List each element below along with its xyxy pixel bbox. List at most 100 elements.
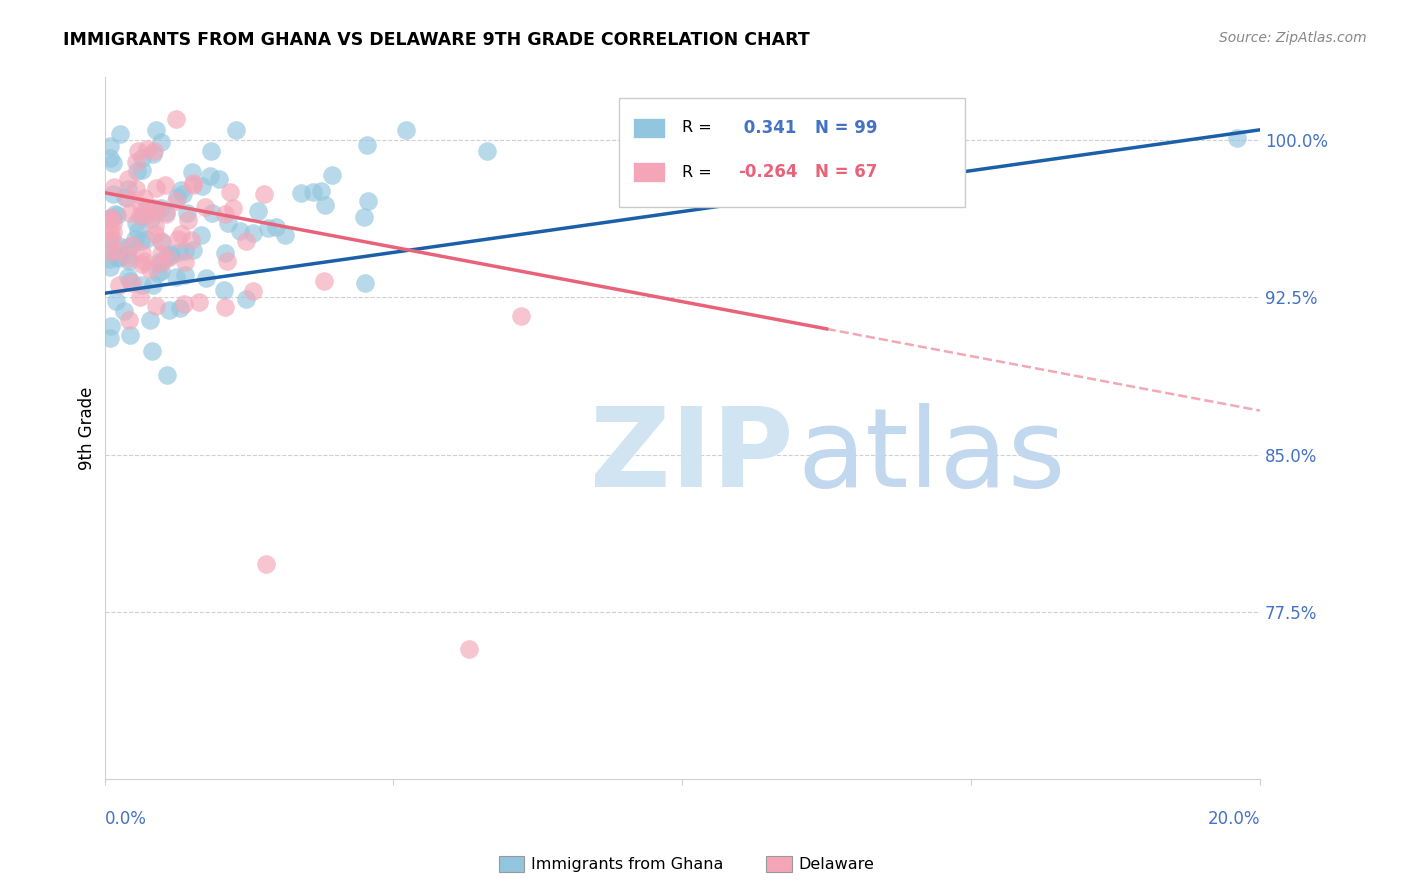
- Point: [155, 205, 177, 219]
- Point: [214, 283, 236, 297]
- Point: [105, 244, 128, 259]
- Point: [254, 557, 277, 571]
- Point: [114, 189, 136, 203]
- Point: [167, 232, 190, 246]
- Point: [100, 211, 122, 225]
- Point: [100, 260, 122, 274]
- Point: [141, 211, 163, 226]
- Point: [101, 156, 124, 170]
- Point: [100, 331, 122, 345]
- Text: N = 99: N = 99: [815, 119, 877, 137]
- Point: [131, 257, 153, 271]
- Point: [165, 112, 187, 127]
- Text: 20.0%: 20.0%: [1208, 810, 1260, 828]
- Point: [127, 224, 149, 238]
- Point: [142, 146, 165, 161]
- Point: [150, 136, 173, 150]
- Point: [100, 139, 122, 153]
- Point: [117, 191, 139, 205]
- Text: -0.264: -0.264: [738, 163, 797, 181]
- Point: [177, 213, 200, 227]
- Point: [131, 151, 153, 165]
- Text: Immigrants from Ghana: Immigrants from Ghana: [531, 857, 724, 871]
- Point: [131, 209, 153, 223]
- Point: [131, 199, 153, 213]
- Point: [150, 264, 173, 278]
- Point: [264, 219, 287, 234]
- Point: [105, 294, 128, 309]
- Point: [167, 244, 190, 259]
- Text: ZIP: ZIP: [589, 403, 793, 510]
- Point: [100, 225, 122, 239]
- Point: [772, 123, 794, 137]
- Point: [181, 243, 204, 257]
- Point: [1226, 131, 1249, 145]
- Point: [117, 172, 139, 186]
- Point: [100, 233, 122, 247]
- Point: [217, 216, 239, 230]
- Point: [302, 185, 325, 199]
- Point: [148, 266, 170, 280]
- Point: [221, 201, 243, 215]
- Point: [242, 227, 264, 241]
- Point: [169, 301, 191, 316]
- Point: [131, 277, 153, 292]
- Point: [145, 123, 167, 137]
- Point: [145, 299, 167, 313]
- Point: [134, 254, 156, 268]
- Point: [100, 319, 122, 334]
- Point: [214, 300, 236, 314]
- Text: atlas: atlas: [797, 403, 1066, 510]
- Point: [176, 206, 198, 220]
- Point: [235, 292, 257, 306]
- Point: [134, 191, 156, 205]
- Point: [125, 216, 148, 230]
- Point: [145, 204, 167, 219]
- Point: [311, 184, 333, 198]
- Point: [142, 144, 165, 158]
- Point: [190, 227, 212, 242]
- Point: [357, 194, 380, 209]
- Point: [510, 309, 533, 323]
- Point: [150, 247, 173, 261]
- Point: [142, 278, 165, 293]
- Point: [100, 211, 122, 226]
- Point: [356, 137, 378, 152]
- Point: [118, 254, 141, 268]
- Point: [475, 144, 498, 158]
- Point: [117, 269, 139, 284]
- Point: [191, 179, 214, 194]
- Point: [117, 251, 139, 265]
- Point: [181, 176, 204, 190]
- Point: [121, 277, 143, 291]
- Point: [314, 198, 336, 212]
- Point: [195, 271, 218, 285]
- Point: [159, 247, 181, 261]
- FancyBboxPatch shape: [619, 98, 966, 207]
- Point: [125, 182, 148, 196]
- Point: [181, 178, 204, 192]
- Point: [100, 252, 122, 266]
- Point: [173, 268, 195, 283]
- Point: [253, 187, 276, 202]
- Point: [135, 143, 157, 157]
- Point: [314, 274, 336, 288]
- Point: [201, 205, 224, 219]
- Point: [166, 190, 188, 204]
- Text: Source: ZipAtlas.com: Source: ZipAtlas.com: [1219, 31, 1367, 45]
- Point: [170, 183, 193, 197]
- Point: [124, 232, 146, 246]
- Point: [155, 250, 177, 264]
- Point: [150, 201, 173, 215]
- Point: [120, 328, 142, 343]
- Point: [120, 205, 142, 219]
- Point: [135, 207, 157, 221]
- Point: [138, 313, 160, 327]
- Point: [246, 204, 269, 219]
- Point: [200, 145, 222, 159]
- Point: [101, 216, 124, 230]
- Point: [115, 247, 138, 261]
- Point: [103, 187, 125, 202]
- Point: [131, 246, 153, 260]
- Point: [105, 250, 128, 264]
